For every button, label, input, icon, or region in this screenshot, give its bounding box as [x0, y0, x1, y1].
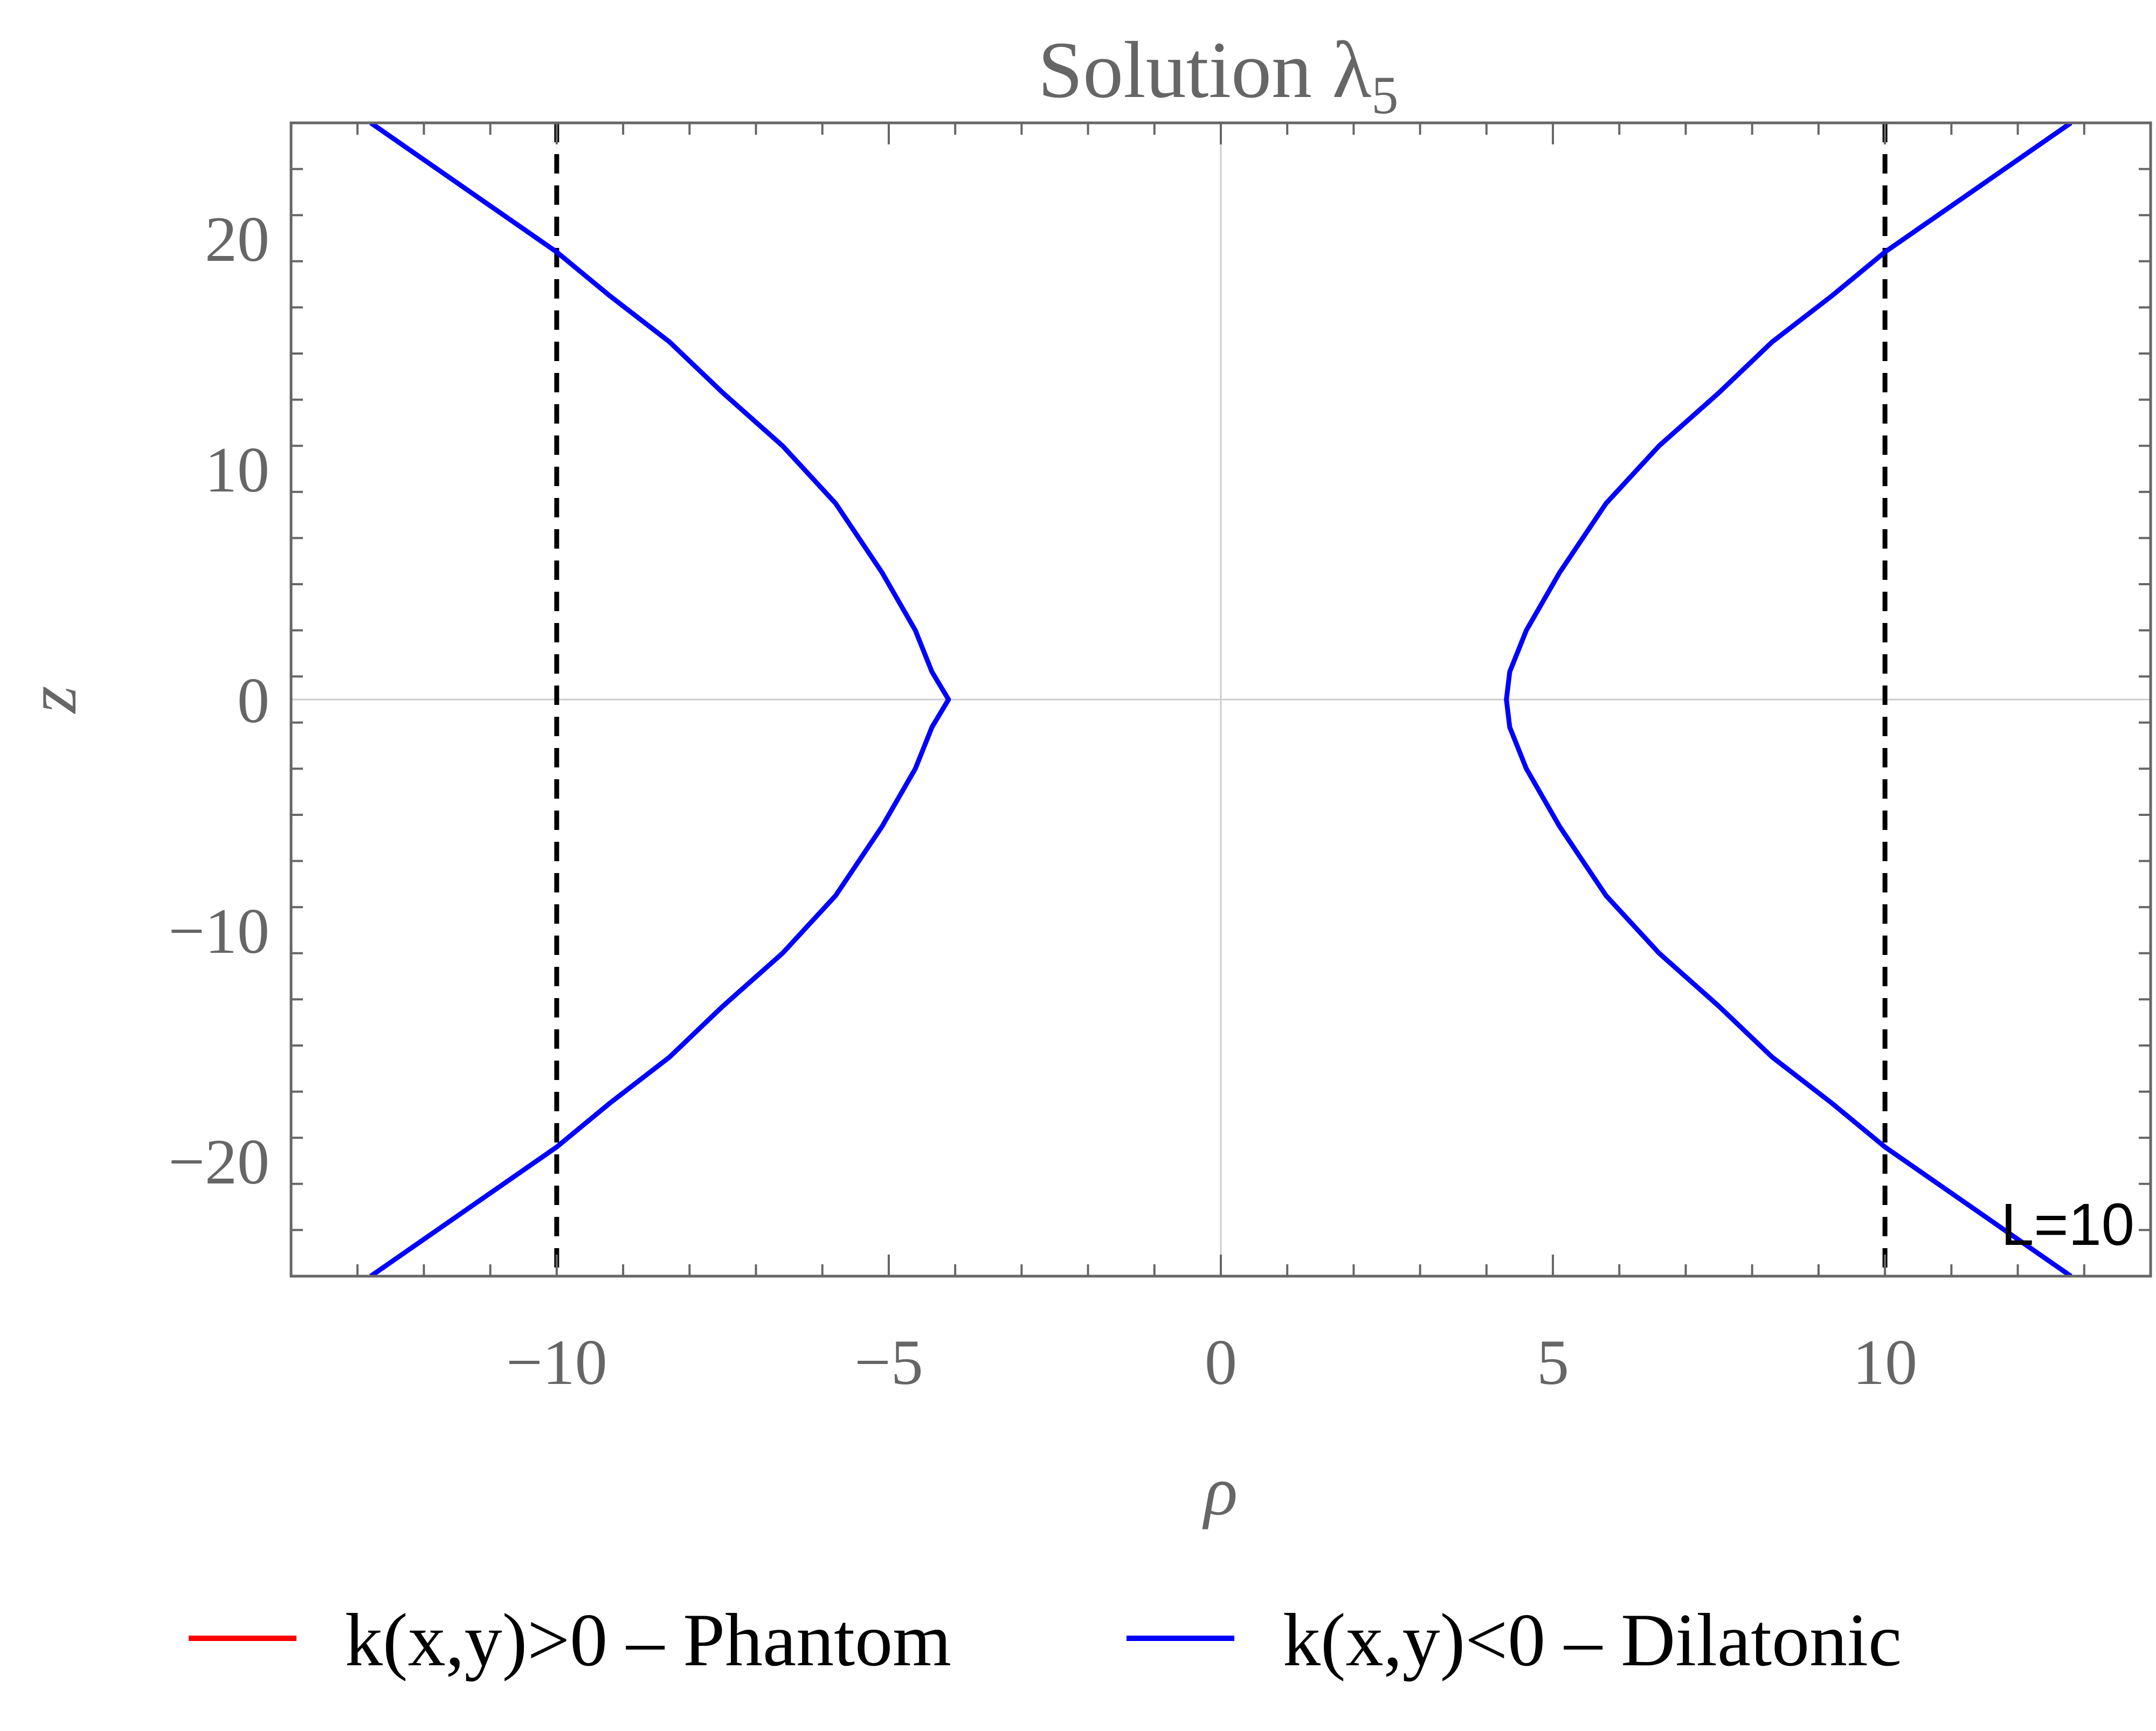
y-tick-labels: −20 −10 0 10 20	[168, 203, 270, 1197]
legend-label-phantom: k(x,y)>0 – Phantom	[345, 1598, 951, 1682]
reference-lines	[554, 123, 1888, 1276]
curves	[369, 123, 2072, 1276]
x-axis-label: ρ	[1202, 1452, 1238, 1530]
origin-axes	[291, 123, 2151, 1276]
chart-title: Solution λ5	[1038, 25, 1399, 125]
y-tick-label: 20	[205, 203, 270, 275]
legend: k(x,y)>0 – Phantom k(x,y)<0 – Dilatonic	[189, 1598, 1902, 1682]
x-tick-label: 10	[1853, 1326, 1917, 1398]
annotation-label: L=10	[2001, 1192, 2134, 1258]
tick-marks	[290, 122, 2152, 1277]
y-tick-label: 10	[205, 434, 270, 506]
y-axis-label: z	[13, 686, 91, 715]
x-tick-label: −10	[506, 1326, 607, 1398]
x-tick-labels: −10 −5 0 5 10	[506, 1326, 1917, 1398]
curve-series2-branch-2	[369, 123, 951, 1276]
x-tick-label: −5	[854, 1326, 923, 1398]
y-tick-label: 0	[237, 664, 270, 736]
legend-label-dilatonic: k(x,y)<0 – Dilatonic	[1283, 1598, 1902, 1682]
curve-series2-branch-1	[1504, 123, 2072, 1276]
x-tick-label: 0	[1205, 1326, 1237, 1398]
x-tick-label: 5	[1537, 1326, 1569, 1398]
y-tick-label: −10	[168, 895, 270, 967]
y-tick-label: −20	[168, 1126, 270, 1197]
